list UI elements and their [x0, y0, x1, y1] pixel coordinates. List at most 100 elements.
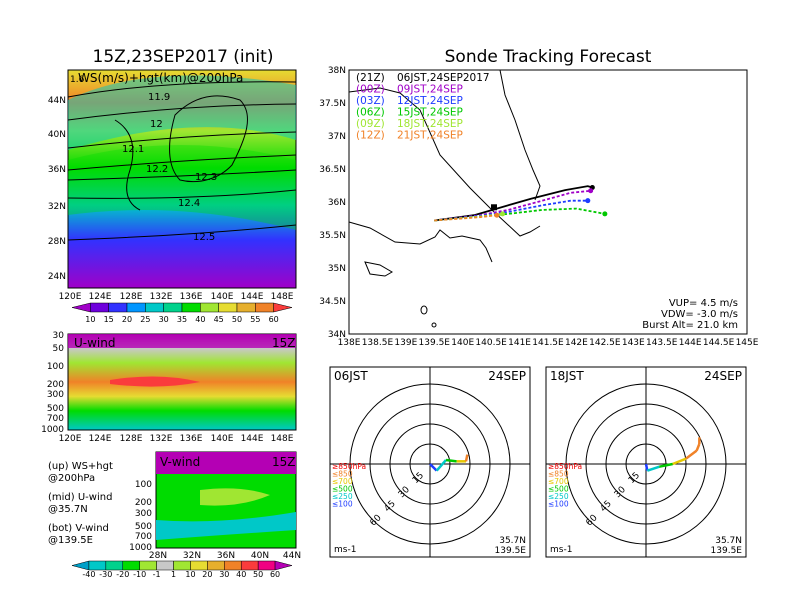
hodo-segment	[435, 459, 447, 472]
legend-jst: 09JST,24SEP	[397, 84, 463, 96]
colorbar-tick: 60	[269, 315, 279, 324]
uwind-label: U-wind	[74, 336, 115, 350]
pres-label: 300	[135, 509, 152, 519]
lat-label: 38N	[328, 66, 346, 76]
vwind-lat-labels: 28N 32N 36N 40N 44N	[149, 551, 301, 561]
lat-label: 32N	[183, 551, 201, 561]
lat-label: 34.5N	[319, 297, 346, 307]
lon-label: 141E	[508, 338, 531, 348]
lon-label: 144E	[241, 292, 264, 302]
legend-z: (12Z)	[356, 130, 385, 142]
legend-jst: 06JST,24SEP2017	[397, 72, 490, 84]
lat-label: 36N	[48, 165, 66, 175]
colorbar-cell	[257, 560, 276, 571]
lat-label: 36N	[328, 198, 346, 208]
track-end-point	[588, 188, 594, 194]
lon-label: 136E	[180, 292, 203, 302]
launch-marker	[490, 204, 497, 211]
track-line	[434, 214, 497, 222]
colorbar-tick: -40	[82, 570, 95, 579]
note-mid-tag: (mid)	[48, 492, 75, 503]
uwind-time: 15Z	[272, 336, 296, 350]
track-map: (21Z) 06JST,24SEP2017 (00Z) 09JST,24SEP (03Z…	[319, 66, 759, 348]
note-bot: (bot) V-wind @139.5E	[48, 523, 109, 547]
lon-label: 140E	[211, 292, 234, 302]
lon-label: 144.5E	[703, 338, 735, 348]
lon-label: 128E	[120, 292, 143, 302]
uwind-panel: U-wind 15Z 30 50 100 200 300 500 700 100…	[41, 331, 297, 444]
lat-label: 36N	[217, 551, 235, 561]
colorbar-tick: 50	[232, 315, 242, 324]
hodo-legend-item: ≤700	[548, 477, 569, 486]
hodo-legend-item: ≥850hPa	[548, 462, 582, 471]
legend-jst: 12JST,24SEP	[397, 95, 463, 107]
hodo-lon: 139.5E	[711, 546, 743, 556]
lon-label: 144E	[679, 338, 702, 348]
note-up-tag: (up)	[48, 461, 69, 472]
lon-label: 120E	[59, 434, 82, 444]
pres-label: 200	[135, 498, 152, 508]
track-line	[434, 199, 588, 222]
lon-label: 139.5E	[419, 338, 451, 348]
lon-label: 143E	[622, 338, 645, 348]
param-burst: Burst Alt= 21.0 km	[642, 320, 738, 331]
colorbar-cell	[163, 302, 183, 313]
hodo-segment	[429, 463, 438, 472]
legend-z: (09Z)	[356, 118, 385, 130]
lon-label: 128E	[120, 434, 143, 444]
track-line	[434, 189, 591, 222]
pres-label: 1000	[41, 425, 64, 435]
ws-map-label: WS(m/s)+hgt(km)@200hPa	[78, 71, 243, 85]
colorbar-tick: 40	[236, 570, 246, 579]
track-end-point	[494, 212, 500, 218]
param-vup: VUP= 4.5 m/s	[669, 298, 738, 309]
lon-label: 142E	[565, 338, 588, 348]
colorbar-cell	[224, 560, 242, 571]
lon-label: 148E	[271, 292, 294, 302]
pres-label: 30	[53, 331, 65, 341]
track-end-point	[585, 198, 591, 204]
colorbar-tick: -30	[99, 570, 112, 579]
colorbar-tick: 45	[214, 315, 224, 324]
hodo-segment	[659, 462, 673, 468]
hodo-legend-item: ≤250	[332, 492, 353, 501]
colorbar-tick: -10	[133, 570, 146, 579]
colorbar-tick: 10	[185, 570, 195, 579]
colorbar-tick: 1	[171, 570, 176, 579]
hodo-legend-item: ≤100	[548, 500, 569, 509]
track-end-point	[602, 211, 608, 217]
lat-label: 44N	[283, 551, 301, 561]
pres-label: 300	[47, 390, 64, 400]
colorbar-ws: 10 15 20 25 30 35 40 45 50 55 60	[71, 302, 293, 324]
contour-label: 12.5	[193, 232, 215, 243]
ws-lon-labels: 120E 124E 128E 132E 136E 140E 144E 148E	[59, 292, 294, 302]
colorbar-tick: 40	[195, 315, 205, 324]
colorbar-cell	[181, 302, 201, 313]
hodo-segment	[685, 449, 698, 460]
hodo-legend-item: ≤500	[332, 485, 353, 494]
lon-label: 132E	[150, 292, 173, 302]
lon-label: 145E	[736, 338, 759, 348]
vwind-pres-labels: 100 200 300 500 700 1000	[129, 480, 152, 553]
lon-label: 138E	[338, 338, 361, 348]
contour-label: 12.3	[195, 172, 217, 183]
colorbar-tick: 20	[202, 570, 212, 579]
hodo-lon: 139.5E	[495, 546, 527, 556]
hodo-unit: ms-1	[334, 545, 356, 555]
vwind-label: V-wind	[160, 455, 200, 469]
lon-label: 124E	[89, 434, 112, 444]
legend-jst: 21JST,24SEP	[397, 130, 463, 142]
hodo-time: 18JST	[550, 369, 584, 383]
colorbar-tick: 15	[104, 315, 114, 324]
lon-label: 138.5E	[362, 338, 394, 348]
colorbar-cell	[173, 560, 191, 571]
lat-label: 37N	[328, 132, 346, 142]
hodo-legend-item: ≤250	[548, 492, 569, 501]
colorbar-tick: 10	[85, 315, 95, 324]
contour-label: 12	[150, 119, 163, 130]
lat-label: 34N	[328, 330, 346, 340]
hodo-time: 06JST	[334, 369, 368, 383]
note-bot-tag: (bot)	[48, 523, 73, 534]
lat-label: 40N	[48, 130, 66, 140]
